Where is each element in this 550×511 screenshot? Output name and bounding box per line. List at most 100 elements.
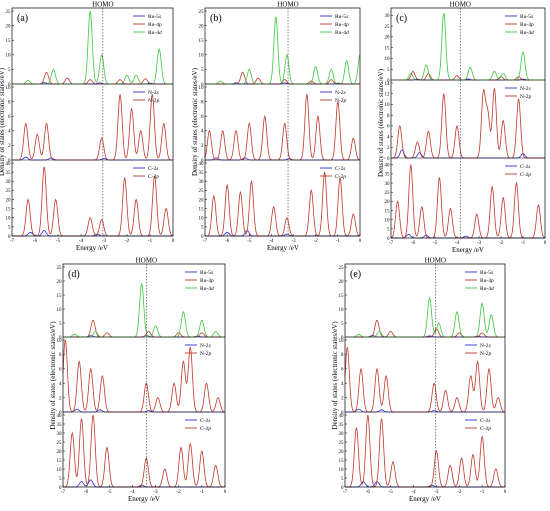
y-tick-label: 20 [339, 280, 345, 285]
y-tick-label: 20 [339, 450, 345, 455]
y-axis-title: Density of states (electronic states/eV) [49, 321, 57, 430]
x-tick-label: -4 [411, 490, 416, 495]
dos-curve-n-2p [12, 94, 174, 161]
y-tick-label: 15 [199, 39, 205, 44]
y-tick-label: 10 [57, 308, 63, 313]
dos-panel-0: 0 5 10 15 20 25 Ru-5s Ru-4p Ru-4d 0 2 4 6 8 10 N-2s N-2p… [0, 1, 175, 253]
dos-panel-2: 0 5 10 15 20 25 30 Ru-5s Ru-4p Ru-4d 0 2 4 6 8 10 12 14 N-… [377, 1, 547, 255]
x-axis-title: Energy /eV [128, 495, 160, 503]
y-tick-label: 5 [341, 322, 344, 327]
legend-label: N-2s [335, 90, 346, 96]
legend-label: N-2p [520, 94, 532, 100]
y-tick-label: 2 [201, 144, 204, 149]
y-tick-label: 10 [199, 217, 205, 222]
panel-letter: (d) [68, 269, 80, 280]
y-tick-label: 10 [199, 54, 205, 59]
y-tick-label: 15 [199, 207, 205, 212]
y-tick-label: 0 [387, 79, 390, 84]
y-tick-label: 5 [8, 226, 11, 231]
x-tick-label: -5 [107, 490, 112, 495]
x-tick-label: -7 [61, 490, 66, 495]
dos-curve-n-2s [12, 156, 173, 161]
y-tick-label: 25 [199, 189, 205, 194]
y-tick-label: 10 [6, 217, 12, 222]
y-tick-label: 40 [57, 414, 63, 419]
legend-label: Ru-4d [148, 30, 162, 36]
y-tick-label: 15 [339, 294, 345, 299]
y-tick-label: 10 [57, 339, 63, 344]
y-tick-label: 4 [8, 130, 11, 135]
y-axis-title: Density of states (electronic states/eV) [0, 67, 6, 176]
dos-curve-ru-4d [345, 296, 505, 338]
y-tick-label: 0 [8, 235, 11, 240]
legend-label: Ru-4p [335, 22, 349, 28]
legend-label: Ru-4p [200, 278, 214, 284]
x-tick-label: 0 [504, 490, 507, 495]
panel-frame [390, 7, 546, 239]
y-tick-label: 40 [339, 414, 345, 419]
x-tick-label: 0 [359, 239, 362, 244]
x-tick-label: -6 [225, 239, 230, 244]
y-tick-label: 0 [201, 159, 204, 164]
legend-label: N-2s [200, 343, 211, 349]
dos-curve-n-2p [204, 94, 361, 161]
dos-curve-c-2s [205, 230, 360, 237]
y-tick-label: 10 [6, 54, 12, 59]
legend-label: Ru-5s [480, 270, 493, 276]
x-tick-label: -6 [366, 490, 371, 495]
legend-label: C-2p [480, 426, 491, 432]
y-axis-title: Density of states (electronic states/eV) [191, 67, 199, 176]
dos-panel-4: 0 5 10 15 20 25 Ru-5s Ru-4p Ru-4d 0 2 4 6 8 10 N-2s N-2p… [331, 257, 507, 504]
x-tick-label: -1 [336, 239, 341, 244]
legend-label: Ru-5s [148, 14, 161, 20]
legend-label: N-2s [148, 90, 159, 96]
y-tick-label: 10 [339, 339, 345, 344]
y-tick-label: 0 [8, 159, 11, 164]
y-tick-label: 20 [6, 198, 12, 203]
x-tick-label: -2 [457, 490, 462, 495]
x-tick-label: -3 [153, 490, 158, 495]
y-tick-label: 35 [385, 173, 391, 178]
y-tick-label: 15 [339, 459, 345, 464]
y-tick-label: 4 [201, 130, 204, 135]
panel-frame [344, 263, 506, 488]
legend-label: Ru-4p [148, 22, 162, 28]
legend-label: Ru-4d [480, 286, 494, 292]
y-tick-label: 8 [59, 353, 62, 358]
y-tick-label: 5 [59, 322, 62, 327]
homo-label: HOMO [92, 1, 113, 9]
x-tick-label: -6 [33, 239, 38, 244]
legend-label: Ru-4p [520, 22, 534, 28]
y-tick-label: 0 [8, 83, 11, 88]
dos-curve-ru-4p [205, 71, 360, 85]
y-tick-label: 10 [6, 86, 12, 91]
y-tick-label: 25 [57, 441, 63, 446]
x-tick-label: -3 [291, 239, 296, 244]
y-tick-label: 2 [8, 144, 11, 149]
x-tick-label: 0 [224, 490, 227, 495]
x-tick-label: -7 [343, 490, 348, 495]
y-tick-label: 10 [339, 468, 345, 473]
panel-frame [62, 263, 226, 488]
y-tick-label: 10 [339, 308, 345, 313]
legend-label: Ru-5s [200, 270, 213, 276]
panel-letter: (c) [396, 13, 407, 24]
y-tick-label: 30 [199, 180, 205, 185]
x-tick-label: -5 [389, 490, 394, 495]
x-tick-label: -2 [314, 239, 319, 244]
legend-label: N-2s [480, 343, 491, 349]
x-tick-label: -6 [411, 241, 416, 246]
legend-label: N-2s [520, 86, 531, 92]
y-tick-label: 25 [199, 10, 205, 15]
x-tick-label: -7 [10, 239, 15, 244]
dos-curve-ru-4p [63, 319, 225, 338]
dos-curve-c-2p [62, 414, 225, 488]
y-tick-label: 4 [59, 382, 62, 387]
y-tick-label: 8 [8, 100, 11, 105]
y-tick-label: 40 [199, 162, 205, 167]
y-tick-label: 0 [59, 336, 62, 341]
y-tick-label: 10 [385, 218, 391, 223]
y-tick-label: 15 [6, 207, 12, 212]
x-tick-label: -4 [79, 239, 84, 244]
